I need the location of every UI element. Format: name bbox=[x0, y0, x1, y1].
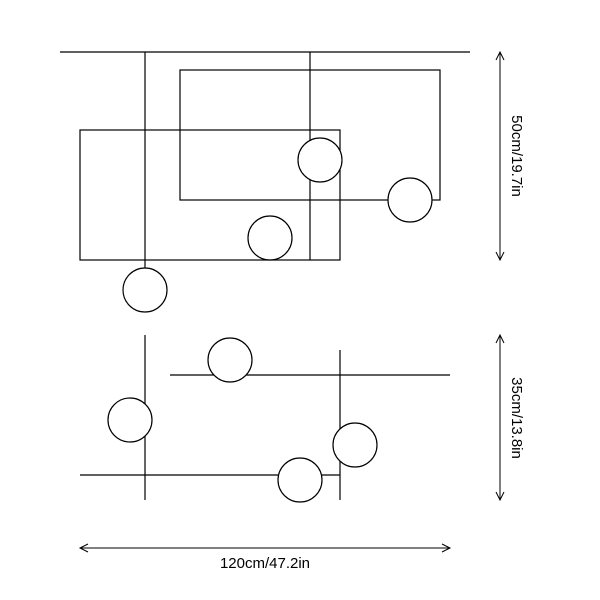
label-height-top: 50cm/19.7in bbox=[508, 115, 525, 197]
globe bbox=[388, 178, 432, 222]
globe bbox=[123, 268, 167, 312]
label-width: 120cm/47.2in bbox=[220, 555, 310, 572]
label-height-bottom: 35cm/13.8in bbox=[508, 377, 525, 459]
dimension-diagram: 50cm/19.7in 35cm/13.8in 120cm/47.2in bbox=[0, 0, 600, 600]
dimension-height-bottom: 35cm/13.8in bbox=[496, 335, 525, 500]
globe bbox=[108, 398, 152, 442]
globe bbox=[278, 458, 322, 502]
globe bbox=[333, 423, 377, 467]
dimension-height-top: 50cm/19.7in bbox=[496, 52, 525, 260]
globe bbox=[208, 338, 252, 382]
top-view bbox=[60, 52, 470, 312]
dimension-width: 120cm/47.2in bbox=[80, 544, 450, 572]
side-view bbox=[80, 335, 450, 502]
globe bbox=[298, 138, 342, 182]
globe bbox=[248, 216, 292, 260]
